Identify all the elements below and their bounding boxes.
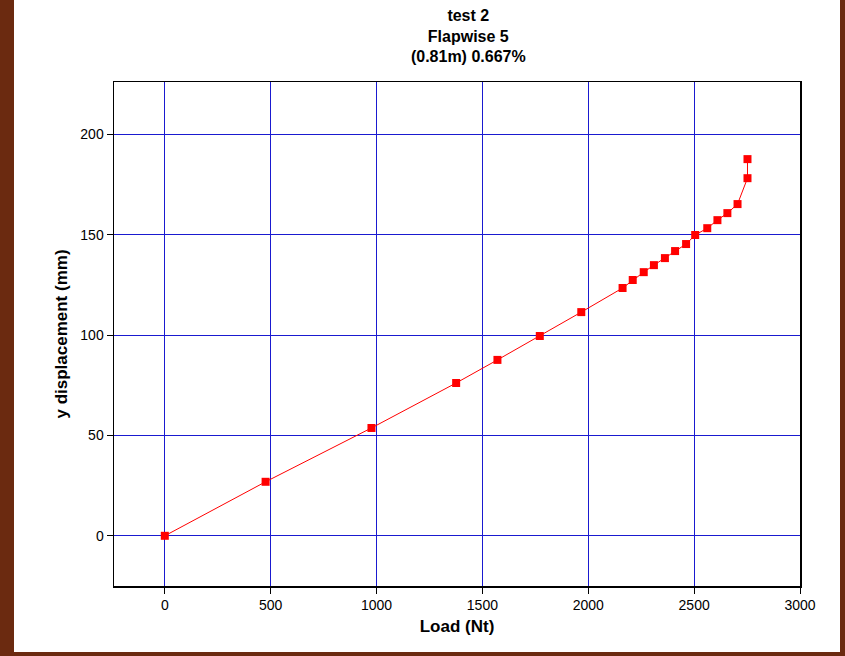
svg-text:100: 100 [80, 327, 104, 343]
svg-text:Load (Nt): Load (Nt) [420, 617, 495, 636]
svg-text:0: 0 [96, 528, 104, 544]
svg-text:200: 200 [80, 126, 104, 142]
svg-text:2500: 2500 [679, 597, 710, 613]
svg-text:2000: 2000 [573, 597, 604, 613]
svg-text:0: 0 [161, 597, 169, 613]
svg-text:test 2Flapwise 5(0.81m) 0.667%: test 2Flapwise 5(0.81m) 0.667% [411, 7, 526, 66]
svg-text:50: 50 [88, 427, 104, 443]
svg-text:1000: 1000 [361, 597, 392, 613]
svg-text:y displacement (mm): y displacement (mm) [52, 249, 71, 418]
svg-text:500: 500 [259, 597, 283, 613]
svg-text:1500: 1500 [467, 597, 498, 613]
svg-text:3000: 3000 [784, 597, 815, 613]
svg-text:150: 150 [80, 227, 104, 243]
